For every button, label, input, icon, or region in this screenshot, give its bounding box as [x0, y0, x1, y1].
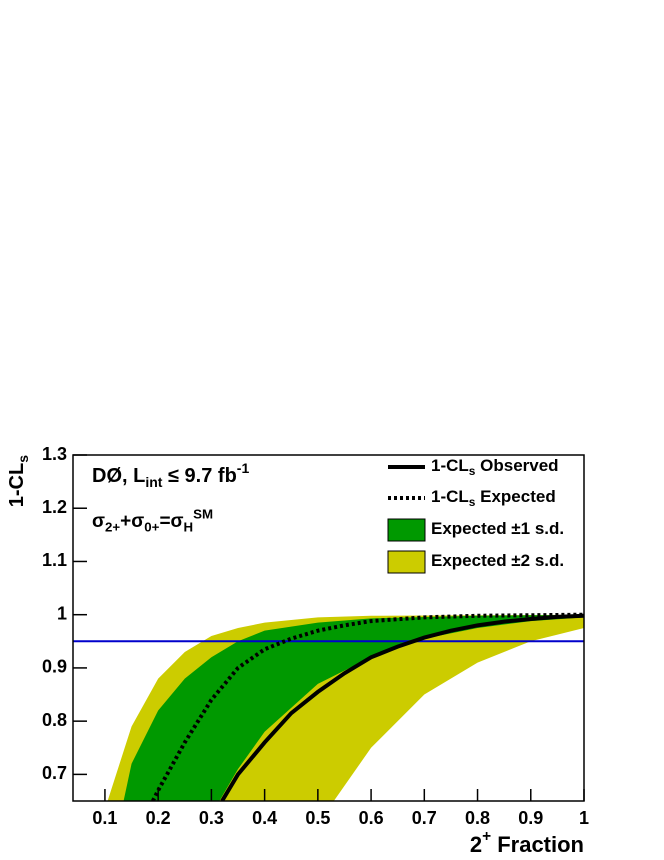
legend-label-part: s [469, 464, 476, 478]
legend-label: 1-CLs Expected [431, 487, 556, 509]
x-tick-label: 0.4 [252, 808, 277, 828]
x-tick-label: 0.8 [465, 808, 490, 828]
legend-label: 1-CLs Observed [431, 456, 559, 478]
y-tick-label: 1 [57, 603, 67, 623]
annotation-part: σ [92, 511, 105, 532]
legend-label-part: 1-CL [431, 487, 469, 506]
annotation-part: 2+ [105, 519, 120, 534]
y-tick-label: 0.9 [42, 657, 67, 677]
annotation-part: -1 [237, 460, 250, 476]
y-tick-label: 1.2 [42, 497, 67, 517]
x-tick-label: 0.2 [146, 808, 171, 828]
x-axis-label-part: + [482, 828, 491, 845]
legend-label-part: 1-CL [431, 456, 469, 475]
x-tick-label: 0.6 [359, 808, 384, 828]
x-axis-label-part: Fraction [491, 832, 584, 857]
legend-swatch [387, 518, 426, 542]
y-axis-label-part: s [15, 455, 31, 463]
x-axis-label: 2+ Fraction [470, 828, 584, 857]
annotation: DØ, Lint ≤ 9.7 fb-1 [92, 460, 249, 490]
x-tick-label: 0.1 [92, 808, 117, 828]
legend-label-part: Observed [475, 456, 558, 475]
annotation-part: SM [193, 506, 213, 521]
annotation-part: int [145, 474, 162, 490]
x-tick-label: 0.5 [305, 808, 330, 828]
x-tick-label: 0.7 [412, 808, 437, 828]
plot-layer [73, 612, 584, 801]
annotation-part: 0+ [144, 519, 159, 534]
x-axis-label-part: 2 [470, 832, 482, 857]
y-tick-label: 1.3 [42, 444, 67, 464]
legend-label-part: Expected ±2 s.d. [431, 551, 564, 570]
band [123, 614, 584, 801]
x-tick-label: 1 [579, 808, 589, 828]
y-tick-label: 0.7 [42, 763, 67, 783]
annotation: σ2++σ0+=σHSM [92, 506, 213, 534]
legend-label: Expected ±1 s.d. [431, 519, 564, 538]
legend-label: Expected ±2 s.d. [431, 551, 564, 570]
y-tick-label: 0.8 [42, 710, 67, 730]
annotation-part: =σ [159, 511, 183, 532]
y-axis-label-part: 1-CL [6, 463, 28, 507]
y-axis-label: 1-CLs [6, 455, 30, 507]
legend-label-part: s [469, 495, 476, 509]
annotation-part: +σ [120, 511, 144, 532]
legend-swatch [387, 550, 426, 574]
annotation-part: ≤ 9.7 fb [162, 465, 236, 487]
x-tick-label: 0.3 [199, 808, 224, 828]
legend-label-part: Expected ±1 s.d. [431, 519, 564, 538]
line [220, 613, 584, 801]
x-tick-label: 0.9 [518, 808, 543, 828]
y-tick-label: 1.1 [42, 550, 67, 570]
legend-label-part: Expected [475, 487, 555, 506]
annotation-part: DØ, L [92, 465, 145, 487]
plot-frame [72, 454, 585, 802]
annotation-part: H [184, 519, 194, 534]
